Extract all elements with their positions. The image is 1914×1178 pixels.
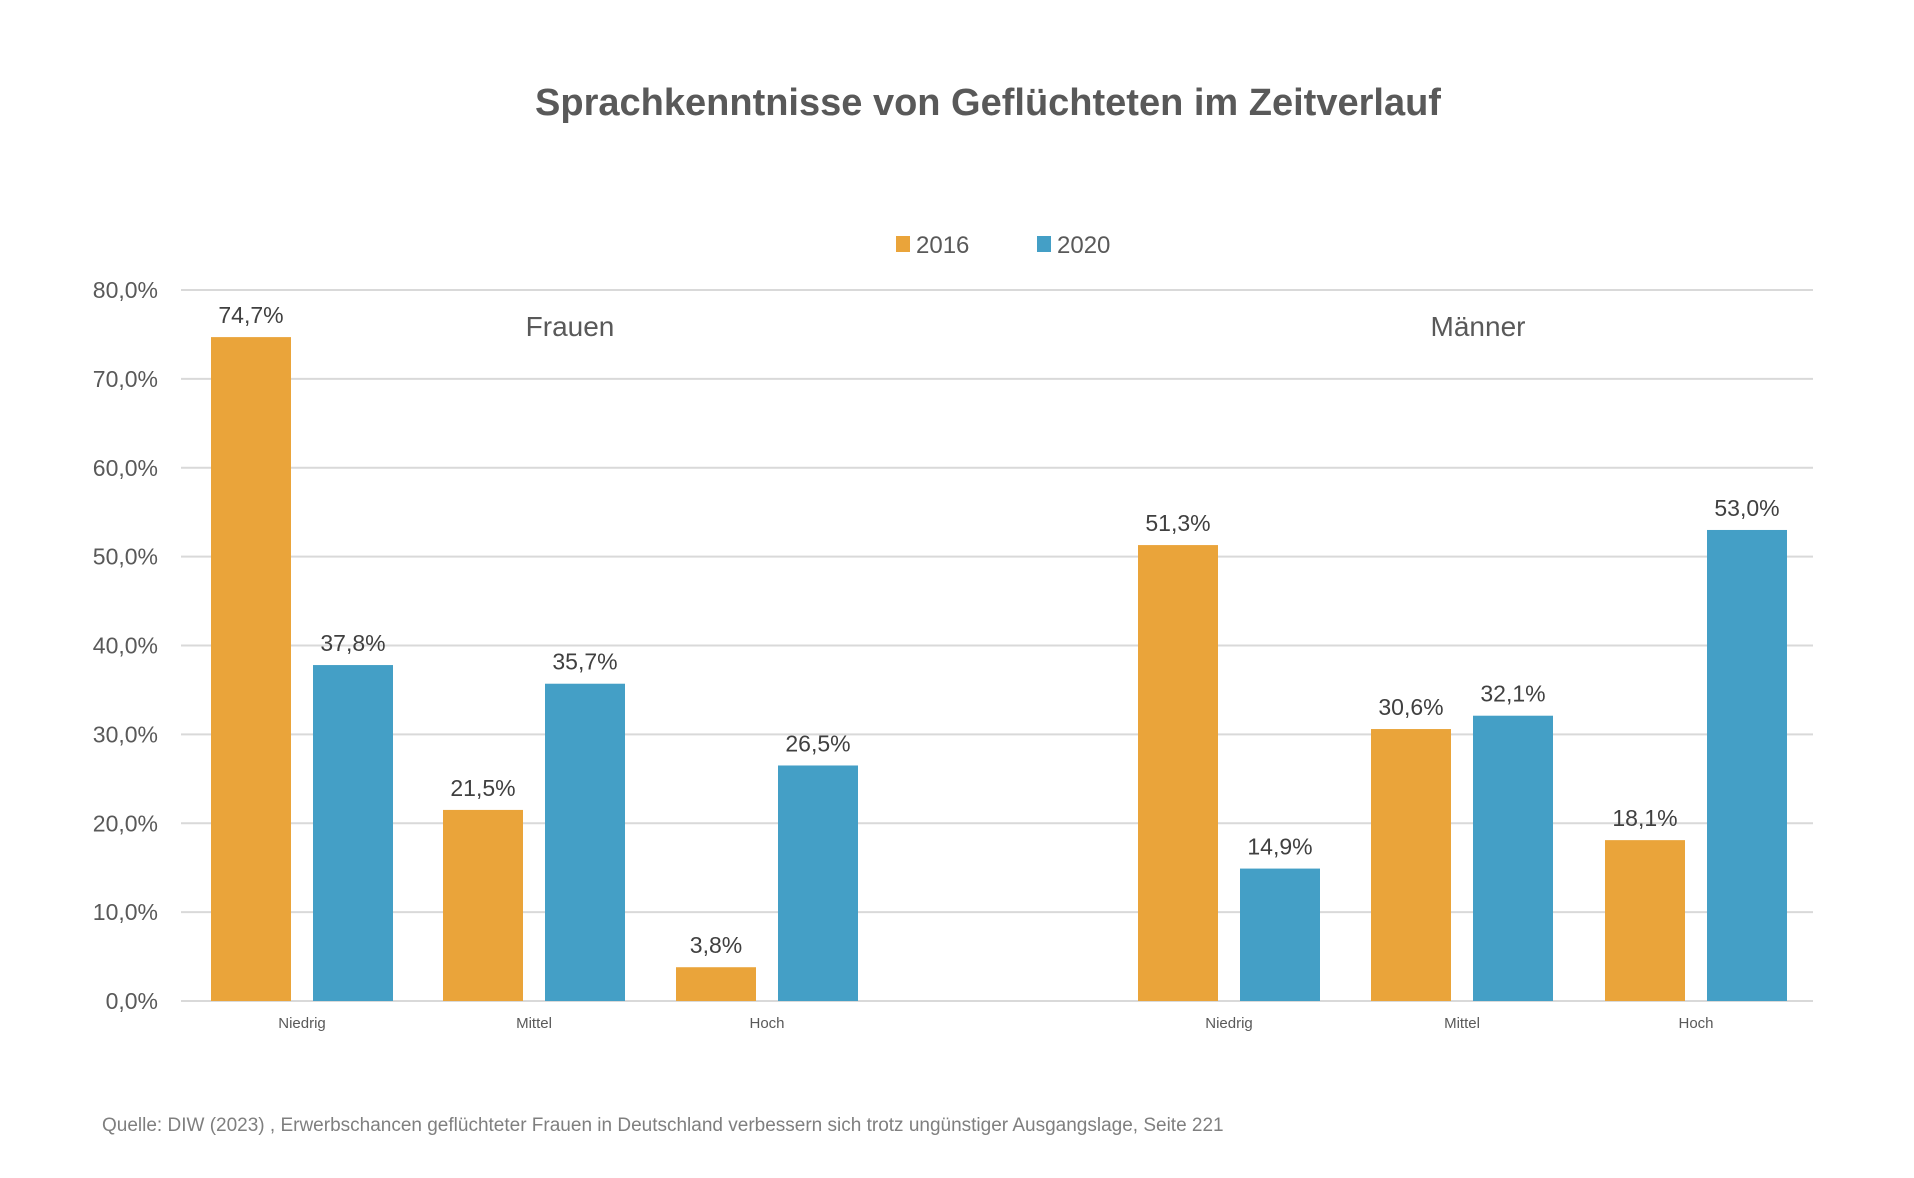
bar-maenner-mittel-2020 xyxy=(1473,715,1553,1001)
legend-swatch-2016 xyxy=(896,236,910,252)
x-tick-label: Niedrig xyxy=(278,1015,326,1032)
x-tick-label: Hoch xyxy=(1678,1015,1713,1032)
y-tick-label: 30,0% xyxy=(93,721,158,747)
data-label: 3,8% xyxy=(690,932,742,958)
bars xyxy=(211,337,1787,1001)
x-tick-label: Mittel xyxy=(1444,1015,1480,1032)
bar-maenner-niedrig-2020 xyxy=(1240,868,1320,1001)
bar-frauen-niedrig-2016 xyxy=(211,337,291,1001)
bar-frauen-hoch-2016 xyxy=(676,967,756,1001)
x-tick-label: Niedrig xyxy=(1205,1015,1253,1032)
group-label-frauen: Frauen xyxy=(526,311,615,342)
y-tick-label: 60,0% xyxy=(93,455,158,481)
chart-title: Sprachkenntnisse von Geflüchteten im Zei… xyxy=(535,82,1441,124)
data-label: 51,3% xyxy=(1145,510,1210,536)
data-label: 37,8% xyxy=(320,630,385,656)
data-label: 53,0% xyxy=(1714,495,1779,521)
bar-frauen-niedrig-2020 xyxy=(313,665,393,1001)
x-axis-ticks: Niedrig Mittel Hoch Niedrig Mittel Hoch xyxy=(278,1015,1713,1032)
data-label: 35,7% xyxy=(552,649,617,675)
bar-frauen-hoch-2020 xyxy=(778,765,858,1001)
x-tick-label: Hoch xyxy=(749,1015,784,1032)
legend: 2016 2020 xyxy=(896,232,1110,259)
data-label: 30,6% xyxy=(1378,694,1443,720)
bar-maenner-mittel-2016 xyxy=(1371,729,1451,1001)
bar-maenner-hoch-2016 xyxy=(1605,840,1685,1001)
y-tick-label: 20,0% xyxy=(93,810,158,836)
y-tick-label: 0,0% xyxy=(106,988,158,1014)
y-tick-label: 40,0% xyxy=(93,633,158,659)
source-note: Quelle: DIW (2023) , Erwerbschancen gefl… xyxy=(102,1115,1224,1136)
y-tick-label: 10,0% xyxy=(93,899,158,925)
data-label: 14,9% xyxy=(1247,834,1312,860)
bar-maenner-niedrig-2016 xyxy=(1138,545,1218,1001)
bar-maenner-hoch-2020 xyxy=(1707,529,1787,1001)
bar-frauen-mittel-2020 xyxy=(545,683,625,1001)
data-label: 26,5% xyxy=(785,730,850,756)
group-label-maenner: Männer xyxy=(1431,311,1526,342)
data-label: 18,1% xyxy=(1612,805,1677,831)
y-axis-ticks: 0,0% 10,0% 20,0% 30,0% 40,0% 50,0% 60,0% 70,0% 8… xyxy=(93,277,158,1014)
data-label: 21,5% xyxy=(450,775,515,801)
legend-swatch-2020 xyxy=(1037,236,1051,252)
legend-label-2020: 2020 xyxy=(1057,232,1110,259)
gridlines xyxy=(181,289,1813,1002)
bar-frauen-mittel-2016 xyxy=(443,809,523,1001)
legend-label-2016: 2016 xyxy=(916,232,969,259)
y-tick-label: 50,0% xyxy=(93,544,158,570)
y-tick-label: 70,0% xyxy=(93,366,158,392)
x-tick-label: Mittel xyxy=(516,1015,552,1032)
y-tick-label: 80,0% xyxy=(93,277,158,303)
data-label: 32,1% xyxy=(1480,681,1545,707)
data-labels: 74,7% 37,8% 21,5% 35,7% 3,8% 26,5% 51,3% 14,9% 3… xyxy=(218,302,1779,958)
data-label: 74,7% xyxy=(218,302,283,328)
